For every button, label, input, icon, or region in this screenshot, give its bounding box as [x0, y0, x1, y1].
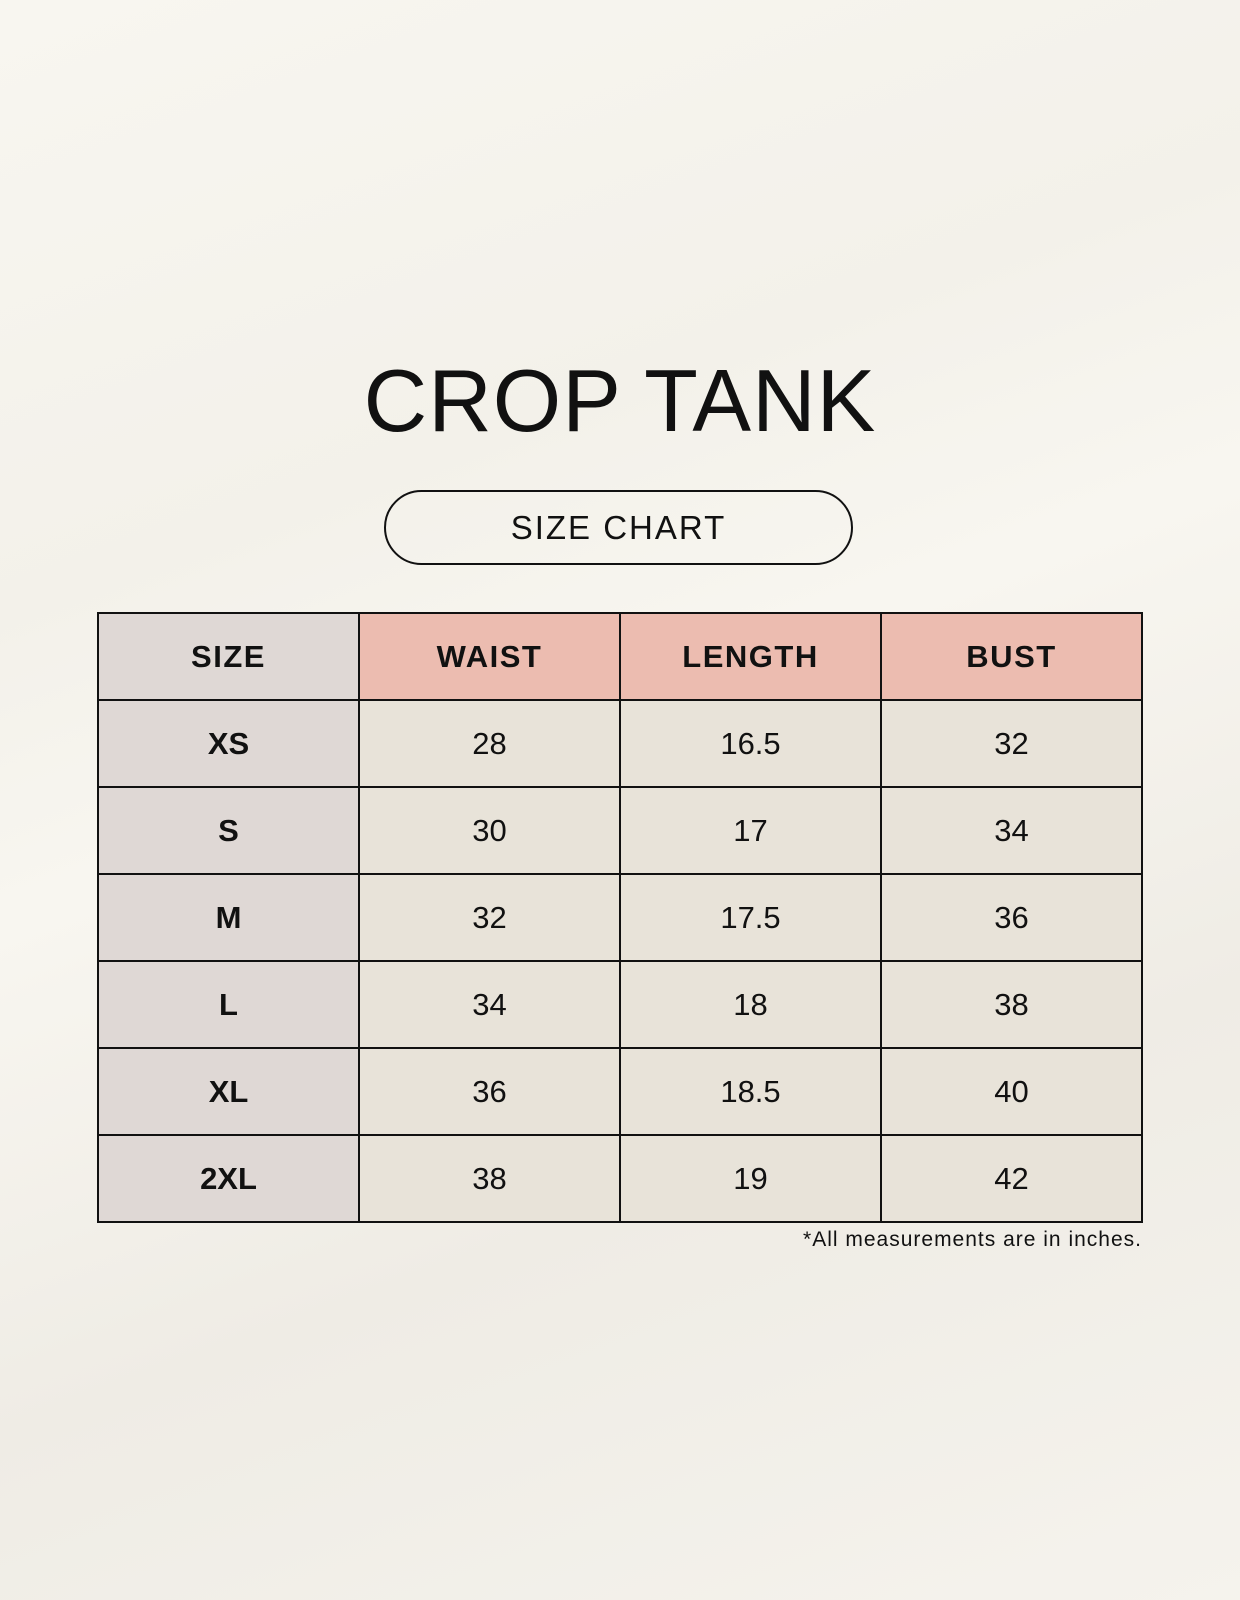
measurement-cell: 38: [358, 1134, 621, 1223]
measurement-cell: 36: [358, 1047, 621, 1136]
size-chart-label: SIZE CHART: [384, 490, 853, 565]
measurement-cell: 16.5: [619, 699, 882, 788]
measurement-cell: 17.5: [619, 873, 882, 962]
measurement-cell: 38: [880, 960, 1143, 1049]
size-cell: XL: [97, 1047, 360, 1136]
measurement-cell: 34: [358, 960, 621, 1049]
size-cell: M: [97, 873, 360, 962]
column-header-bust: BUST: [880, 612, 1143, 701]
column-header-length: LENGTH: [619, 612, 882, 701]
table-header-row: SIZE WAIST LENGTH BUST: [97, 612, 1143, 701]
measurement-cell: 28: [358, 699, 621, 788]
table-row: XL 36 18.5 40: [97, 1047, 1143, 1136]
column-header-waist: WAIST: [358, 612, 621, 701]
measurement-cell: 18: [619, 960, 882, 1049]
size-cell: S: [97, 786, 360, 875]
measurement-cell: 36: [880, 873, 1143, 962]
size-table: SIZE WAIST LENGTH BUST XS 28 16.5 32 S 30 17 34 M 32…: [97, 612, 1143, 1223]
measurement-cell: 42: [880, 1134, 1143, 1223]
table-row: XS 28 16.5 32: [97, 699, 1143, 788]
column-header-size: SIZE: [97, 612, 360, 701]
measurement-cell: 19: [619, 1134, 882, 1223]
table-row: M 32 17.5 36: [97, 873, 1143, 962]
measurement-cell: 32: [880, 699, 1143, 788]
measurement-cell: 34: [880, 786, 1143, 875]
size-cell: XS: [97, 699, 360, 788]
table-row: S 30 17 34: [97, 786, 1143, 875]
measurement-cell: 30: [358, 786, 621, 875]
measurement-cell: 18.5: [619, 1047, 882, 1136]
size-cell: 2XL: [97, 1134, 360, 1223]
measurement-cell: 40: [880, 1047, 1143, 1136]
table-row: L 34 18 38: [97, 960, 1143, 1049]
measurement-cell: 32: [358, 873, 621, 962]
footnote: *All measurements are in inches.: [803, 1228, 1142, 1251]
measurement-cell: 17: [619, 786, 882, 875]
table-row: 2XL 38 19 42: [97, 1134, 1143, 1223]
size-cell: L: [97, 960, 360, 1049]
page-title: CROP TANK: [363, 351, 877, 450]
